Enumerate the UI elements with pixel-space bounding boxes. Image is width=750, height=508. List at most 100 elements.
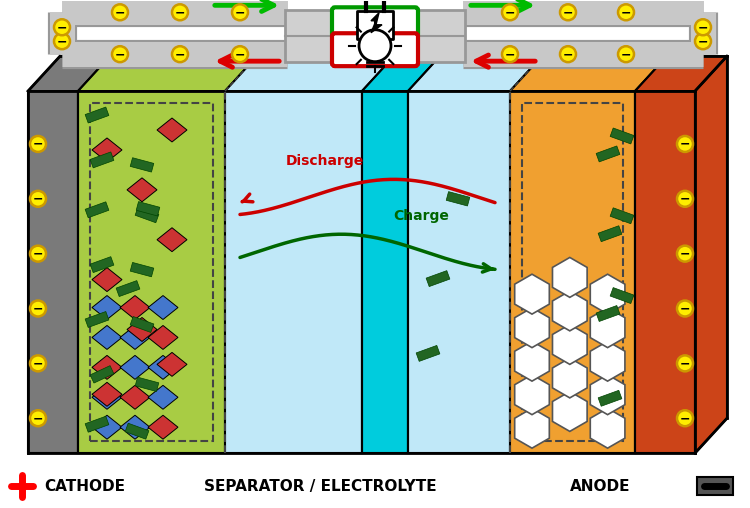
Polygon shape — [514, 308, 549, 347]
Bar — [610, 288, 634, 303]
Polygon shape — [148, 356, 178, 379]
Polygon shape — [408, 91, 510, 453]
Bar — [90, 257, 114, 273]
Polygon shape — [78, 56, 257, 91]
Bar — [130, 316, 154, 332]
Bar — [416, 345, 440, 361]
Bar — [85, 107, 109, 123]
Text: −: − — [621, 6, 632, 19]
Text: −: − — [698, 35, 708, 48]
Circle shape — [232, 46, 248, 62]
Circle shape — [54, 33, 70, 49]
Polygon shape — [510, 56, 667, 91]
Polygon shape — [408, 56, 542, 91]
Text: CATHODE: CATHODE — [44, 479, 125, 494]
Bar — [426, 271, 450, 287]
Circle shape — [677, 136, 693, 152]
Polygon shape — [157, 228, 187, 251]
Polygon shape — [362, 91, 408, 453]
Bar — [285, 10, 465, 62]
Circle shape — [677, 301, 693, 316]
Bar — [116, 280, 140, 297]
Circle shape — [112, 4, 128, 20]
Polygon shape — [120, 415, 150, 439]
Text: −: − — [680, 303, 690, 315]
Circle shape — [695, 19, 711, 35]
Circle shape — [359, 30, 391, 61]
Circle shape — [502, 4, 518, 20]
Text: Discharge: Discharge — [286, 154, 364, 168]
Text: −: − — [680, 412, 690, 425]
Polygon shape — [148, 296, 178, 320]
Bar — [136, 202, 160, 216]
Circle shape — [677, 246, 693, 262]
Bar — [85, 311, 109, 328]
Polygon shape — [148, 326, 178, 350]
Polygon shape — [92, 296, 122, 320]
Polygon shape — [553, 258, 587, 297]
Bar — [610, 208, 634, 224]
Polygon shape — [120, 296, 150, 320]
Polygon shape — [553, 358, 587, 398]
Circle shape — [677, 191, 693, 207]
Text: −: − — [235, 48, 245, 61]
Polygon shape — [127, 318, 157, 341]
Polygon shape — [120, 326, 150, 350]
Text: SEPARATOR / ELECTROLYTE: SEPARATOR / ELECTROLYTE — [204, 479, 436, 494]
Polygon shape — [590, 408, 625, 448]
Text: −: − — [505, 48, 515, 61]
Polygon shape — [225, 91, 362, 453]
Circle shape — [232, 4, 248, 20]
Circle shape — [172, 4, 188, 20]
Polygon shape — [120, 356, 150, 379]
Circle shape — [30, 246, 46, 262]
Bar — [125, 423, 149, 439]
Bar — [90, 366, 114, 383]
Text: −: − — [33, 412, 44, 425]
Bar — [130, 157, 154, 172]
Bar — [598, 226, 622, 242]
Text: −: − — [562, 6, 573, 19]
Bar — [90, 152, 114, 168]
Polygon shape — [590, 308, 625, 347]
Polygon shape — [78, 91, 225, 453]
Polygon shape — [510, 91, 635, 453]
Polygon shape — [148, 386, 178, 409]
Circle shape — [560, 46, 576, 62]
Polygon shape — [553, 325, 587, 364]
Polygon shape — [28, 56, 110, 91]
Text: −: − — [115, 48, 125, 61]
Bar — [130, 263, 154, 277]
Polygon shape — [695, 56, 727, 453]
Polygon shape — [514, 375, 549, 415]
Polygon shape — [92, 356, 122, 379]
Text: −: − — [562, 48, 573, 61]
Polygon shape — [157, 353, 187, 376]
Circle shape — [30, 356, 46, 371]
Text: −: − — [698, 21, 708, 34]
Bar — [610, 128, 634, 144]
Polygon shape — [148, 415, 178, 439]
Polygon shape — [92, 386, 122, 409]
Circle shape — [30, 191, 46, 207]
Text: −: − — [680, 138, 690, 151]
Bar — [446, 192, 470, 206]
Bar — [357, 11, 393, 39]
FancyBboxPatch shape — [332, 7, 418, 38]
Polygon shape — [92, 268, 122, 292]
Bar — [598, 390, 622, 406]
Circle shape — [677, 356, 693, 371]
Polygon shape — [92, 383, 122, 406]
Bar — [85, 416, 109, 432]
Text: −: − — [33, 193, 44, 206]
Circle shape — [172, 46, 188, 62]
Circle shape — [695, 33, 711, 49]
Text: −: − — [680, 248, 690, 261]
Polygon shape — [225, 56, 394, 91]
Polygon shape — [590, 375, 625, 415]
Text: −: − — [235, 6, 245, 19]
Circle shape — [30, 136, 46, 152]
Text: −: − — [680, 193, 690, 206]
Polygon shape — [553, 291, 587, 331]
Polygon shape — [362, 56, 440, 91]
